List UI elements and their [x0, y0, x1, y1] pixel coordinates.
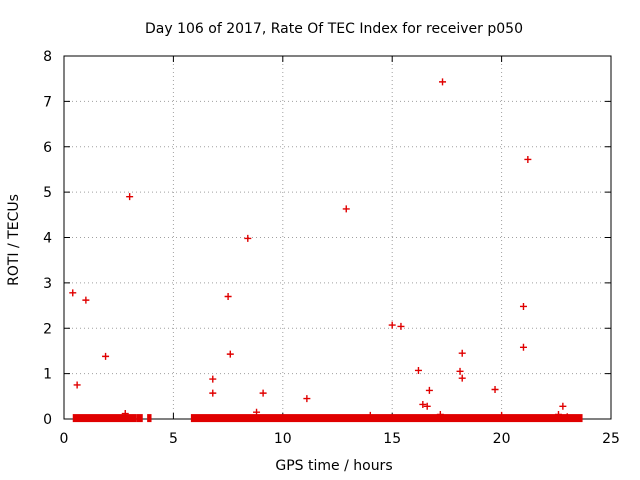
data-point	[554, 410, 562, 418]
baseline-segment	[190, 414, 583, 423]
x-tick-label: 5	[169, 431, 178, 447]
data-point	[423, 402, 431, 410]
data-point	[563, 413, 571, 421]
data-point	[224, 292, 232, 300]
data-point	[388, 321, 396, 329]
data-points	[69, 78, 571, 421]
y-axis-label: ROTI / TECUs	[6, 194, 22, 286]
y-tick-label: 6	[43, 140, 52, 156]
x-tick-label: 10	[274, 431, 292, 447]
data-point	[414, 366, 422, 374]
data-point	[259, 389, 267, 397]
x-tick-label: 0	[60, 431, 69, 447]
data-point	[397, 322, 405, 330]
baseline-segment	[136, 414, 143, 423]
data-point	[121, 410, 129, 418]
data-point	[458, 349, 466, 357]
data-point	[73, 381, 81, 389]
data-point	[244, 234, 252, 242]
y-tick-label: 4	[43, 231, 52, 247]
baseline-segment	[147, 414, 152, 423]
baseline-segment	[72, 414, 137, 423]
y-tick-label: 1	[43, 367, 52, 383]
data-point	[491, 386, 499, 394]
data-point	[498, 411, 506, 419]
grid-lines	[64, 56, 611, 419]
chart-title: Day 106 of 2017, Rate Of TEC Index for r…	[145, 21, 523, 37]
data-point	[303, 395, 311, 403]
y-tick-label: 3	[43, 276, 52, 292]
data-point	[82, 296, 90, 304]
y-tick-label: 5	[43, 185, 52, 201]
data-point	[425, 386, 433, 394]
data-point	[439, 78, 447, 86]
data-point	[253, 408, 261, 416]
data-point	[419, 400, 427, 408]
x-tick-label: 25	[602, 431, 620, 447]
data-point	[366, 411, 374, 419]
data-point	[524, 155, 532, 163]
y-tick-label: 8	[43, 49, 52, 65]
y-tick-label: 0	[43, 412, 52, 428]
x-tick-label: 15	[383, 431, 401, 447]
data-point	[519, 302, 527, 310]
baseline-noise-band	[72, 414, 583, 423]
x-axis-label: GPS time / hours	[275, 458, 392, 474]
data-point	[559, 402, 567, 410]
x-tick-label: 20	[493, 431, 511, 447]
data-point	[102, 352, 110, 360]
data-point	[209, 375, 217, 383]
y-tick-label: 7	[43, 94, 52, 110]
data-point	[226, 350, 234, 358]
axis-ticks: 0 5 10 15 20 25 0 1 2 3 4 5 6 7 8	[43, 49, 620, 447]
data-point	[69, 289, 77, 297]
y-tick-label: 2	[43, 321, 52, 337]
data-point	[342, 205, 350, 213]
data-point	[436, 410, 444, 418]
data-point	[456, 367, 464, 375]
data-point	[126, 193, 134, 201]
data-point	[209, 389, 217, 397]
data-point	[519, 343, 527, 351]
data-point	[458, 374, 466, 382]
